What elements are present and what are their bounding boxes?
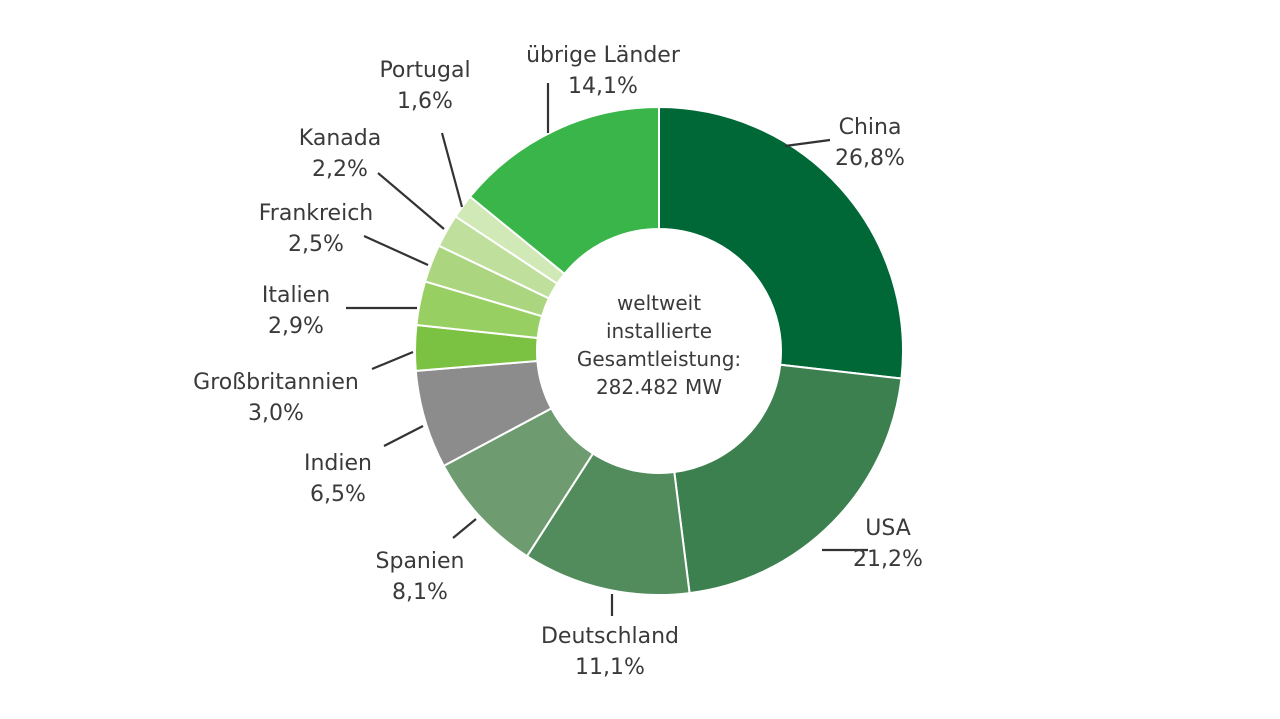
- slice-value-6: 2,9%: [268, 314, 324, 339]
- slices: [414, 105, 904, 596]
- slice-value-10: 14,1%: [568, 74, 638, 99]
- leader-lines: [346, 83, 868, 616]
- slice-1: [673, 363, 903, 595]
- slice-value-2: 11,1%: [575, 655, 645, 680]
- leader-line-5: [371, 350, 414, 371]
- slice-value-5: 3,0%: [248, 401, 304, 426]
- slice-value-7: 2,5%: [288, 232, 344, 257]
- slice-label-9: Portugal: [379, 58, 470, 83]
- slice-labels: China 26,8% USA 21,2% Deutschland 11,1% Spanie…: [193, 43, 923, 680]
- leader-line-9: [440, 132, 464, 208]
- slice-label-6: Italien: [262, 283, 330, 308]
- center-text-line-2: Gesamtleistung:: [577, 347, 741, 371]
- center-text-line-0: weltweit: [617, 291, 701, 315]
- slice-label-7: Frankreich: [259, 201, 374, 226]
- slice-value-4: 6,5%: [310, 482, 366, 507]
- slice-value-8: 2,2%: [312, 157, 368, 182]
- leader-line-7: [363, 234, 429, 267]
- leader-line-4: [383, 425, 424, 447]
- slice-label-8: Kanada: [299, 126, 381, 151]
- slice-label-5: Großbritannien: [193, 370, 359, 395]
- slice-label-1: USA: [865, 516, 911, 541]
- leader-line-8: [377, 172, 445, 230]
- slice-label-4: Indien: [304, 451, 372, 476]
- center-text-line-1: installierte: [606, 319, 712, 343]
- leader-line-3: [452, 518, 477, 539]
- slice-label-3: Spanien: [376, 549, 465, 574]
- slice-label-0: China: [839, 115, 902, 140]
- slice-10: [468, 105, 660, 276]
- center-text: weltweit installierte Gesamtleistung: 282.4…: [577, 291, 741, 399]
- slice-value-3: 8,1%: [392, 580, 448, 605]
- slice-value-1: 21,2%: [853, 547, 923, 572]
- leader-line-0: [784, 138, 831, 148]
- slice-value-9: 1,6%: [397, 89, 453, 114]
- slice-0: [658, 105, 904, 380]
- center-text-line-3: 282.482 MW: [596, 375, 722, 399]
- slice-label-10: übrige Länder: [526, 43, 681, 68]
- slice-label-2: Deutschland: [541, 624, 679, 649]
- slice-value-0: 26,8%: [835, 146, 905, 171]
